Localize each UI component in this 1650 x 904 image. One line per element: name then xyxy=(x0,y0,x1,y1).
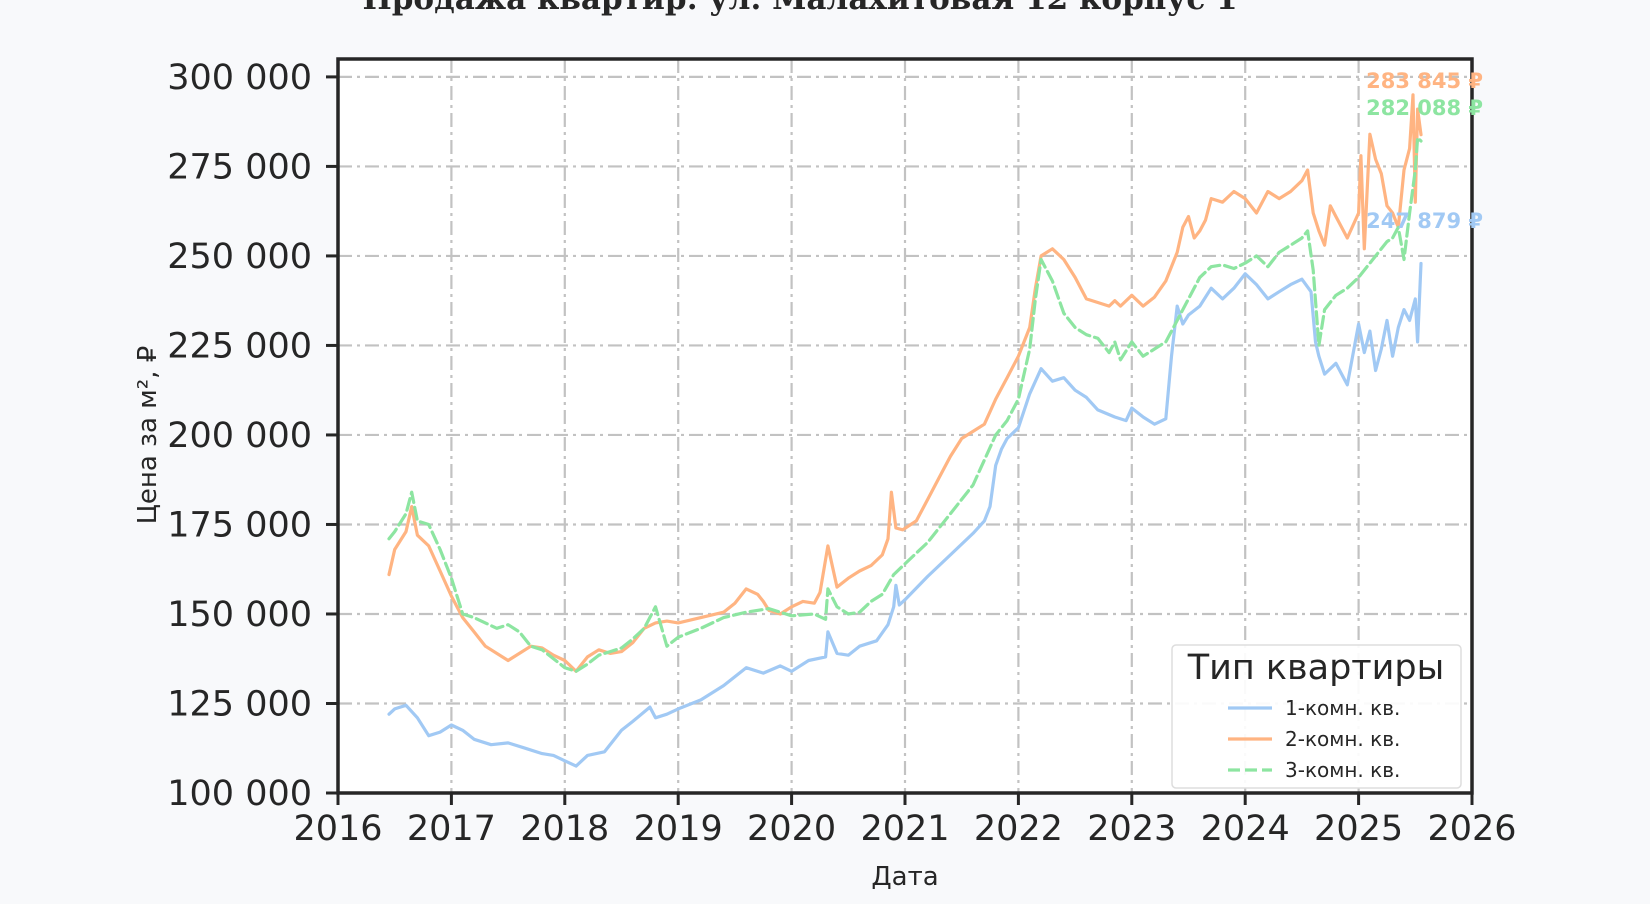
legend-label-2: 2-комн. кв. xyxy=(1285,727,1400,751)
series-line-2 xyxy=(387,93,1423,673)
x-tick-label-2016: 2016 xyxy=(293,809,382,849)
x-tick-label-2025: 2025 xyxy=(1314,809,1403,849)
x-tick-label-2017: 2017 xyxy=(407,809,496,849)
end-value-label-1: 247 879 ₽ xyxy=(1366,209,1483,233)
y-tick-label-300000: 300 000 xyxy=(167,58,312,98)
axis-ticks: 2016 2017 2018 2019 2020 2021 2022 2023 2024 2025… xyxy=(167,58,1516,849)
x-axis-label: Дата xyxy=(871,862,938,892)
series-line-1 xyxy=(387,261,1423,768)
x-tick-label-2024: 2024 xyxy=(1201,809,1290,849)
x-tick-label-2026: 2026 xyxy=(1427,809,1516,849)
x-tick-label-2019: 2019 xyxy=(634,809,723,849)
y-tick-label-250000: 250 000 xyxy=(167,237,312,277)
x-tick-label-2018: 2018 xyxy=(520,809,609,849)
chart-title: Продажа квартир: ул. Малахитовая 12 корп… xyxy=(362,0,1237,17)
end-value-label-3: 282 088 ₽ xyxy=(1366,96,1483,120)
y-tick-label-100000: 100 000 xyxy=(167,774,312,814)
series-line-3 xyxy=(387,136,1423,673)
y-tick-label-225000: 225 000 xyxy=(167,326,312,366)
x-tick-label-2020: 2020 xyxy=(747,809,836,849)
legend-title: Тип квартиры xyxy=(1187,648,1445,688)
x-tick-label-2021: 2021 xyxy=(860,809,949,849)
x-tick-label-2023: 2023 xyxy=(1087,809,1176,849)
legend-box xyxy=(1171,644,1462,789)
y-tick-label-125000: 125 000 xyxy=(167,684,312,724)
legend-items: 1-комн. кв. 2-комн. кв. 3-комн. кв. xyxy=(1228,696,1400,782)
y-tick-label-200000: 200 000 xyxy=(167,416,312,456)
y-tick-label-175000: 175 000 xyxy=(167,505,312,545)
end-value-label-2: 283 845 ₽ xyxy=(1366,69,1483,93)
y-axis-label: Цена за м², ₽ xyxy=(133,346,163,525)
y-tick-label-150000: 150 000 xyxy=(167,595,312,635)
y-tick-label-275000: 275 000 xyxy=(167,147,312,187)
legend-label-1: 1-комн. кв. xyxy=(1285,696,1400,720)
legend-label-3: 3-комн. кв. xyxy=(1285,758,1400,782)
legend: Тип квартиры 1-комн. кв. 2-комн. кв. 3-ком… xyxy=(1171,644,1462,789)
end-labels: 247 879 ₽ 283 845 ₽ 282 088 ₽ xyxy=(1366,69,1483,233)
x-tick-label-2022: 2022 xyxy=(974,809,1063,849)
series-group xyxy=(387,93,1423,768)
